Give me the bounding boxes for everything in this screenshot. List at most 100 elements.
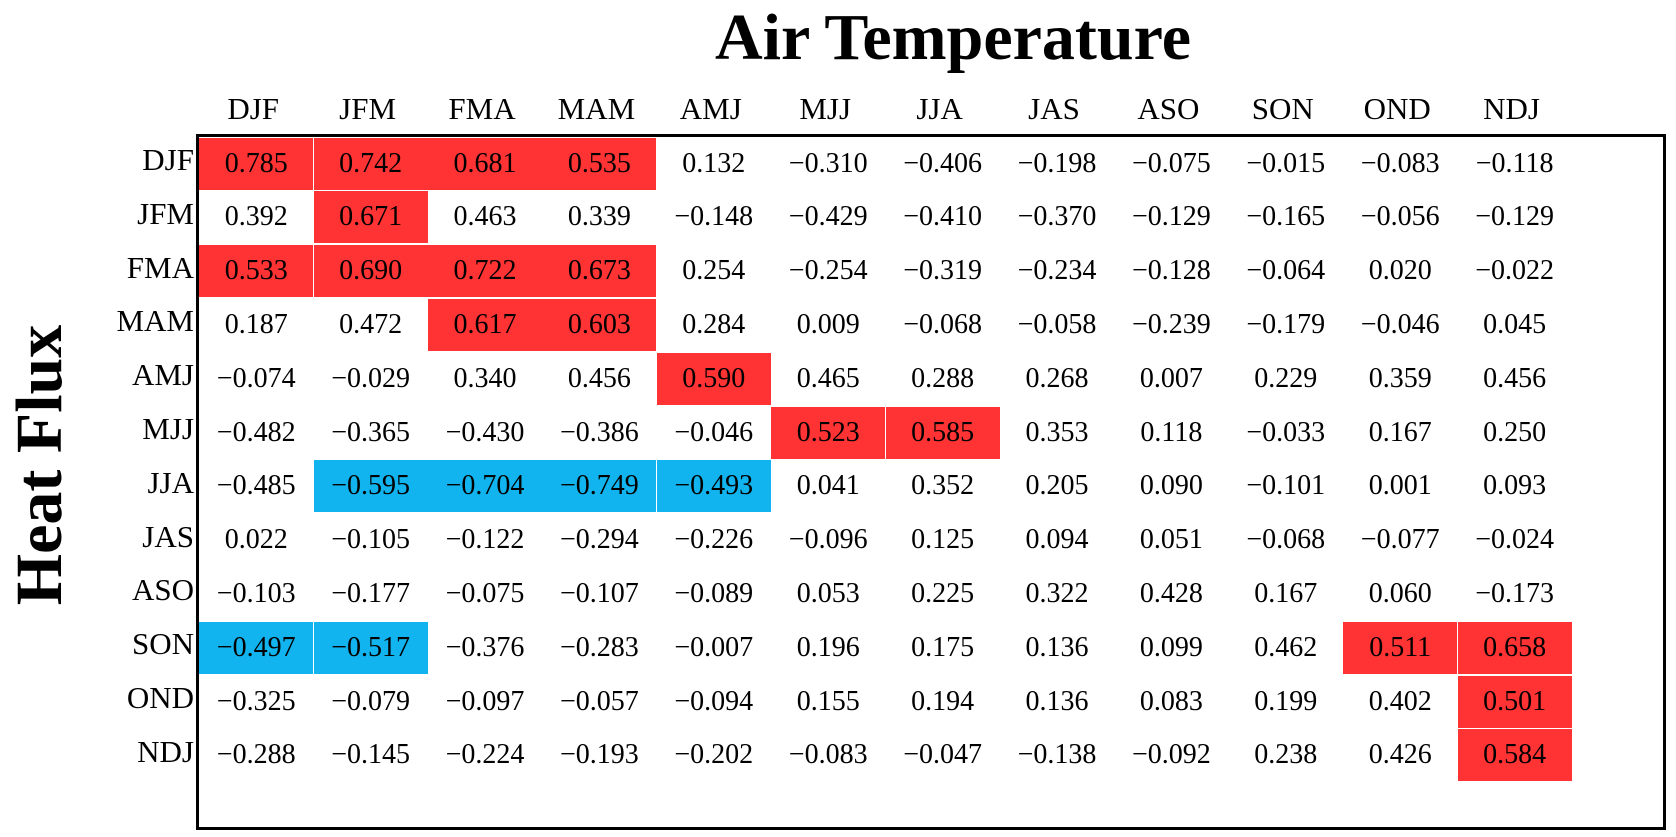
row-header: MJJ [142, 411, 194, 446]
table-cell: −0.068 [1246, 524, 1326, 556]
table-cell: −0.370 [1017, 201, 1097, 233]
table-cell: 0.352 [911, 470, 975, 502]
table-cell: 0.136 [1025, 631, 1089, 663]
table-cell: −0.288 [216, 739, 296, 771]
table-cell: −0.077 [1360, 524, 1440, 556]
column-headers: DJF JFM FMA MAM AMJ MJJ JJA JAS ASO SON OND NDJ [196, 86, 1664, 132]
table-cell: −0.129 [1131, 201, 1211, 233]
column-header: JJA [916, 91, 963, 126]
table-cell: 0.229 [1254, 362, 1318, 394]
table-cell: −0.118 [1475, 147, 1554, 179]
table-cell: −0.148 [674, 201, 754, 233]
table-cell: 0.359 [1368, 362, 1432, 394]
table-cell: 0.175 [911, 631, 975, 663]
table-cell: −0.075 [445, 577, 525, 609]
table-cell: 0.020 [1368, 255, 1432, 287]
table-cell: −0.064 [1246, 255, 1326, 287]
table-cell: −0.094 [674, 685, 754, 717]
table-cell: −0.429 [788, 201, 868, 233]
table-cell: 0.167 [1368, 416, 1432, 448]
table-cell: −0.386 [559, 416, 639, 448]
table-cell: −0.007 [674, 631, 754, 663]
table-cell: −0.096 [788, 524, 868, 556]
table-cell: 0.136 [1025, 685, 1089, 717]
table-cell: −0.083 [1360, 147, 1440, 179]
column-header: SON [1251, 91, 1314, 126]
table-cell: 0.465 [796, 362, 860, 394]
row-header: FMA [126, 249, 194, 285]
table-cell: −0.089 [674, 577, 754, 609]
highlighted-cell: 0.673 [542, 245, 657, 298]
table-cell: 0.456 [567, 362, 631, 394]
column-header: MAM [557, 91, 636, 126]
highlighted-cell: −0.497 [199, 621, 314, 674]
table-cell: 0.093 [1483, 470, 1547, 502]
column-header: DJF [227, 91, 280, 126]
table-cell: 0.187 [224, 308, 288, 340]
row-header: JAS [142, 518, 194, 554]
table-cell: 0.099 [1139, 631, 1203, 663]
table-cell: −0.105 [331, 524, 410, 556]
table-cell: 0.238 [1254, 739, 1318, 771]
highlighted-cell: 0.671 [313, 191, 428, 244]
table-cell: 0.196 [796, 631, 860, 663]
table-cell: −0.410 [903, 201, 982, 233]
table-cell: 0.118 [1140, 416, 1203, 448]
highlighted-cell: 0.523 [771, 406, 886, 459]
highlighted-cell: −0.749 [542, 460, 657, 513]
table-cell: 0.288 [911, 362, 975, 394]
table-cell: −0.128 [1131, 255, 1211, 287]
table-cell: −0.202 [674, 739, 754, 771]
table-cell: −0.107 [559, 577, 639, 609]
row-headers: DJF JFM FMA MAM AMJ MJJ JJA JAS ASO SON OND NDJ [80, 137, 194, 827]
table-cell: −0.254 [788, 255, 868, 287]
highlighted-cell: 0.742 [313, 137, 428, 190]
table-cell: −0.234 [1017, 255, 1097, 287]
column-header: JAS [1028, 91, 1080, 126]
table-cell: −0.485 [216, 470, 296, 502]
table-cell: −0.310 [788, 147, 868, 179]
table-cell: 0.007 [1139, 362, 1203, 394]
highlighted-cell: −0.595 [313, 460, 428, 513]
table-cell: 0.205 [1025, 470, 1089, 502]
table-cell: −0.097 [445, 685, 525, 717]
row-header: SON [131, 626, 194, 662]
table-cell: −0.079 [331, 685, 410, 717]
highlighted-cell: 0.617 [428, 298, 542, 351]
table-cell: 0.225 [911, 577, 975, 609]
highlighted-cell: 0.603 [542, 298, 657, 351]
column-header: AMJ [679, 91, 742, 126]
table-cell: −0.103 [216, 577, 296, 609]
table-cell: 0.284 [682, 308, 746, 340]
highlighted-cell: 0.785 [199, 137, 314, 190]
column-header: NDJ [1483, 91, 1540, 126]
column-header: OND [1363, 91, 1431, 126]
row-header: MAM [116, 303, 194, 339]
highlighted-cell: 0.533 [199, 245, 314, 298]
table-cell: 0.125 [911, 524, 975, 556]
table-cell: −0.122 [445, 524, 525, 556]
table-cell: −0.056 [1360, 201, 1440, 233]
table-cell: −0.058 [1017, 308, 1097, 340]
table-cell: 0.250 [1483, 416, 1547, 448]
table-cell: −0.365 [331, 416, 410, 448]
table-cell: −0.024 [1475, 524, 1554, 556]
column-header: ASO [1137, 91, 1200, 126]
table-cell: −0.193 [559, 739, 639, 771]
table-cell: −0.046 [1360, 308, 1440, 340]
highlighted-cell: 0.585 [885, 406, 1000, 459]
table-cell: −0.376 [445, 631, 525, 663]
highlighted-cell: −0.704 [428, 460, 542, 513]
table-cell: −0.165 [1246, 201, 1326, 233]
table-cell: −0.224 [445, 739, 525, 771]
table-cell: 0.199 [1254, 685, 1318, 717]
highlighted-cell: 0.501 [1457, 675, 1572, 728]
table-cell: −0.294 [559, 524, 639, 556]
table-cell: 0.339 [567, 201, 631, 233]
highlighted-cell: 0.535 [542, 137, 657, 190]
table-cell: 0.340 [453, 362, 517, 394]
table-cell: 0.353 [1025, 416, 1089, 448]
table-cell: 0.155 [796, 685, 860, 717]
table-cell: 0.053 [796, 577, 860, 609]
highlighted-cell: 0.511 [1343, 621, 1458, 674]
